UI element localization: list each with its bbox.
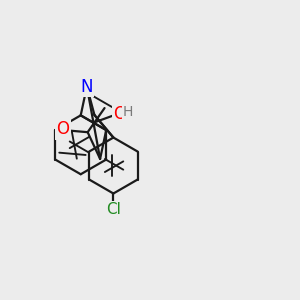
- Text: Cl: Cl: [106, 202, 121, 217]
- Text: H: H: [123, 105, 133, 118]
- Text: N: N: [81, 78, 93, 96]
- Text: O: O: [56, 120, 70, 138]
- Text: O: O: [113, 105, 126, 123]
